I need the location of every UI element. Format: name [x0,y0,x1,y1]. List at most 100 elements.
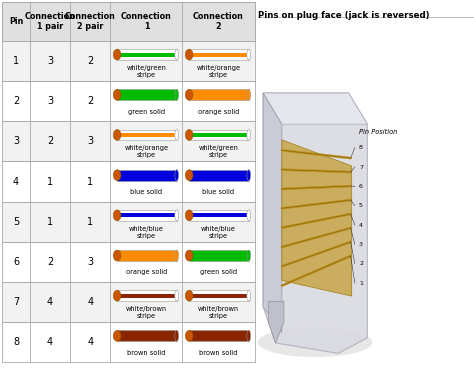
Ellipse shape [247,330,251,341]
FancyBboxPatch shape [189,129,249,140]
Ellipse shape [113,250,121,261]
FancyBboxPatch shape [189,52,249,57]
FancyBboxPatch shape [189,170,249,180]
Polygon shape [268,301,284,343]
FancyBboxPatch shape [189,133,249,137]
Ellipse shape [185,49,193,60]
FancyBboxPatch shape [117,290,177,301]
Text: 3: 3 [87,257,93,267]
Text: white/orange
stripe: white/orange stripe [196,65,241,78]
Text: 1: 1 [87,177,93,186]
FancyBboxPatch shape [117,250,177,261]
Ellipse shape [175,170,179,180]
Text: 8: 8 [359,145,363,150]
FancyBboxPatch shape [117,213,177,217]
Polygon shape [263,93,282,333]
Text: 5: 5 [13,217,19,227]
FancyBboxPatch shape [117,170,177,180]
Ellipse shape [113,330,121,341]
Text: 1: 1 [47,217,53,227]
Ellipse shape [175,250,179,261]
Text: Pin: Pin [9,17,23,26]
Text: 8: 8 [13,337,19,347]
Ellipse shape [247,210,251,221]
FancyBboxPatch shape [189,250,249,261]
Text: 2: 2 [359,261,363,266]
Text: 3: 3 [47,96,53,106]
Text: white/green
stripe: white/green stripe [199,145,238,158]
Text: 4: 4 [13,177,19,186]
FancyBboxPatch shape [2,121,255,161]
Ellipse shape [175,210,179,221]
Ellipse shape [247,250,251,261]
Text: 3: 3 [359,242,363,247]
Text: 4: 4 [87,297,93,307]
Text: brown solid: brown solid [200,350,237,356]
Text: 6: 6 [13,257,19,267]
FancyBboxPatch shape [189,89,249,100]
Ellipse shape [185,330,193,341]
Ellipse shape [247,89,251,100]
Text: 1: 1 [47,177,53,186]
Text: 3: 3 [13,137,19,146]
Ellipse shape [175,129,179,140]
Ellipse shape [175,89,179,100]
Text: 6: 6 [359,184,363,189]
Ellipse shape [258,327,373,357]
Text: Connection
1 pair: Connection 1 pair [25,12,75,31]
Ellipse shape [175,49,179,60]
Ellipse shape [113,170,121,180]
Ellipse shape [185,250,193,261]
Text: white/brown
stripe: white/brown stripe [198,306,239,319]
FancyBboxPatch shape [2,2,255,41]
FancyBboxPatch shape [2,242,255,282]
Polygon shape [282,140,352,296]
Ellipse shape [175,290,179,301]
Ellipse shape [247,49,251,60]
Text: 4: 4 [359,222,363,228]
Ellipse shape [185,129,193,140]
Ellipse shape [185,290,193,301]
Text: white/blue
stripe: white/blue stripe [201,226,236,239]
Ellipse shape [113,129,121,140]
Ellipse shape [113,210,121,221]
Ellipse shape [185,89,193,100]
Text: 2: 2 [87,56,93,66]
FancyBboxPatch shape [189,210,249,221]
Text: 2: 2 [47,137,53,146]
Text: 4: 4 [47,337,53,347]
Text: 1: 1 [359,280,363,286]
Ellipse shape [185,170,193,180]
Text: 2: 2 [13,96,19,106]
FancyBboxPatch shape [2,282,255,322]
Text: Connection
2 pair: Connection 2 pair [65,12,116,31]
FancyBboxPatch shape [117,49,177,60]
Text: 7: 7 [359,164,363,170]
Text: 3: 3 [47,56,53,66]
Text: Connection
2: Connection 2 [193,12,244,31]
Text: orange solid: orange solid [198,109,239,115]
FancyBboxPatch shape [2,41,255,81]
FancyBboxPatch shape [117,89,177,100]
FancyBboxPatch shape [2,81,255,121]
Polygon shape [263,93,367,124]
Ellipse shape [185,210,193,221]
Text: 4: 4 [47,297,53,307]
Text: 1: 1 [87,217,93,227]
Text: 7: 7 [13,297,19,307]
FancyBboxPatch shape [117,129,177,140]
Text: 2: 2 [47,257,53,267]
Ellipse shape [247,170,251,180]
FancyBboxPatch shape [117,330,177,341]
Text: Pin Position: Pin Position [359,129,397,135]
FancyBboxPatch shape [117,210,177,221]
Text: 1: 1 [13,56,19,66]
FancyBboxPatch shape [189,49,249,60]
Text: blue solid: blue solid [130,189,163,195]
Ellipse shape [247,290,251,301]
FancyBboxPatch shape [2,322,255,362]
Ellipse shape [247,129,251,140]
Polygon shape [263,93,367,353]
Ellipse shape [175,330,179,341]
FancyBboxPatch shape [189,330,249,341]
